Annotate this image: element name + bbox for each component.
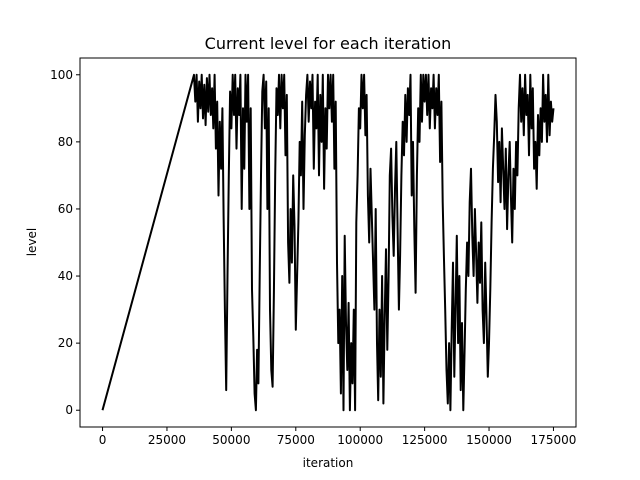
y-tick-label: 0 [65,403,73,417]
y-axis-ticks: 0 20 40 60 80 100 [50,68,80,417]
x-tick-label: 50000 [212,433,250,447]
y-tick-label: 100 [50,68,73,82]
chart-title: Current level for each iteration [205,34,452,53]
x-tick-label: 125000 [402,433,448,447]
x-tick-label: 25000 [148,433,186,447]
x-axis-label: iteration [303,456,354,470]
y-tick-label: 20 [58,336,73,350]
x-tick-label: 75000 [277,433,315,447]
x-tick-label: 175000 [531,433,577,447]
x-axis-ticks: 0 25000 50000 75000 100000 125000 150000 175000 [99,427,577,447]
axes-frame [79,57,577,428]
y-tick-label: 40 [58,269,73,283]
series-layer [101,73,555,412]
y-tick-label: 80 [58,135,73,149]
x-tick-label: 150000 [466,433,512,447]
x-tick-label: 0 [99,433,107,447]
series-line-1 [101,73,555,412]
y-tick-label: 60 [58,202,73,216]
y-axis-label: level [25,228,39,257]
x-tick-label: 100000 [337,433,383,447]
